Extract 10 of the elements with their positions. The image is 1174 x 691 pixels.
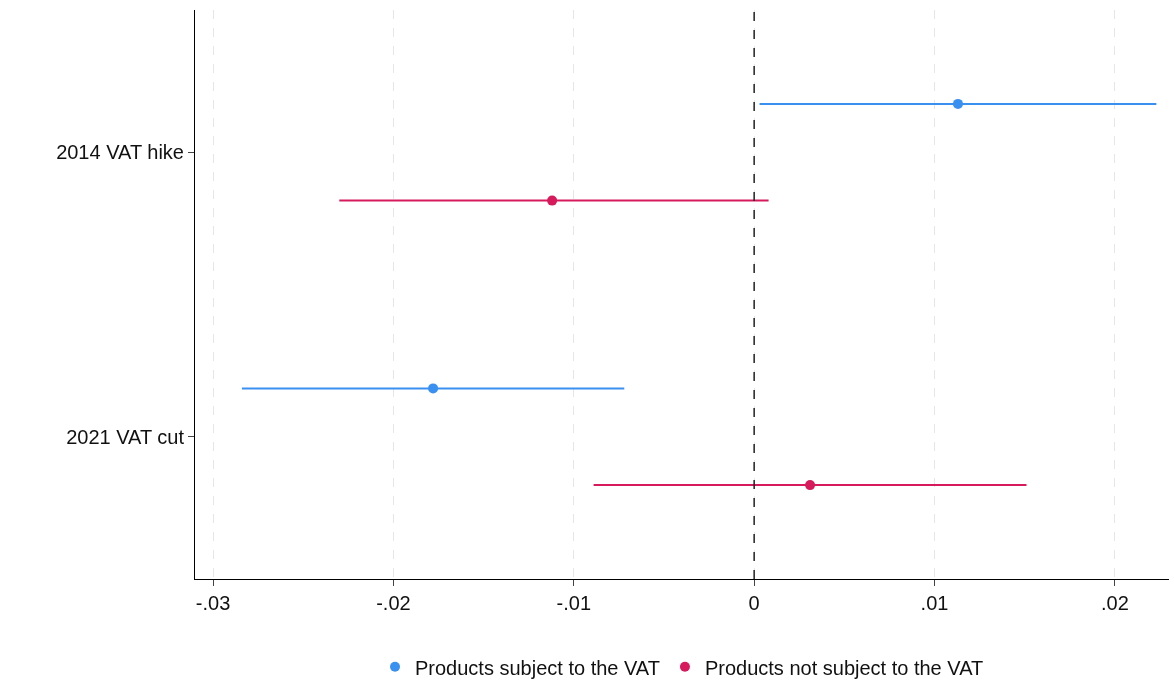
x-tick-label: .02 (1100, 592, 1129, 614)
legend-label: Products not subject to the VAT (704, 656, 984, 679)
y-tick-label: 2021 VAT cut (66, 425, 185, 448)
x-tick-label: -.02 (376, 592, 411, 614)
x-tick-label: .01 (920, 592, 949, 614)
legend-label: Products subject to the VAT (415, 656, 660, 679)
x-tick-label: -.03 (195, 592, 231, 614)
x-tick-label: -.01 (556, 592, 592, 614)
y-tick-label: 2014 VAT hike (56, 141, 184, 164)
x-tick-label: 0 (748, 592, 760, 614)
